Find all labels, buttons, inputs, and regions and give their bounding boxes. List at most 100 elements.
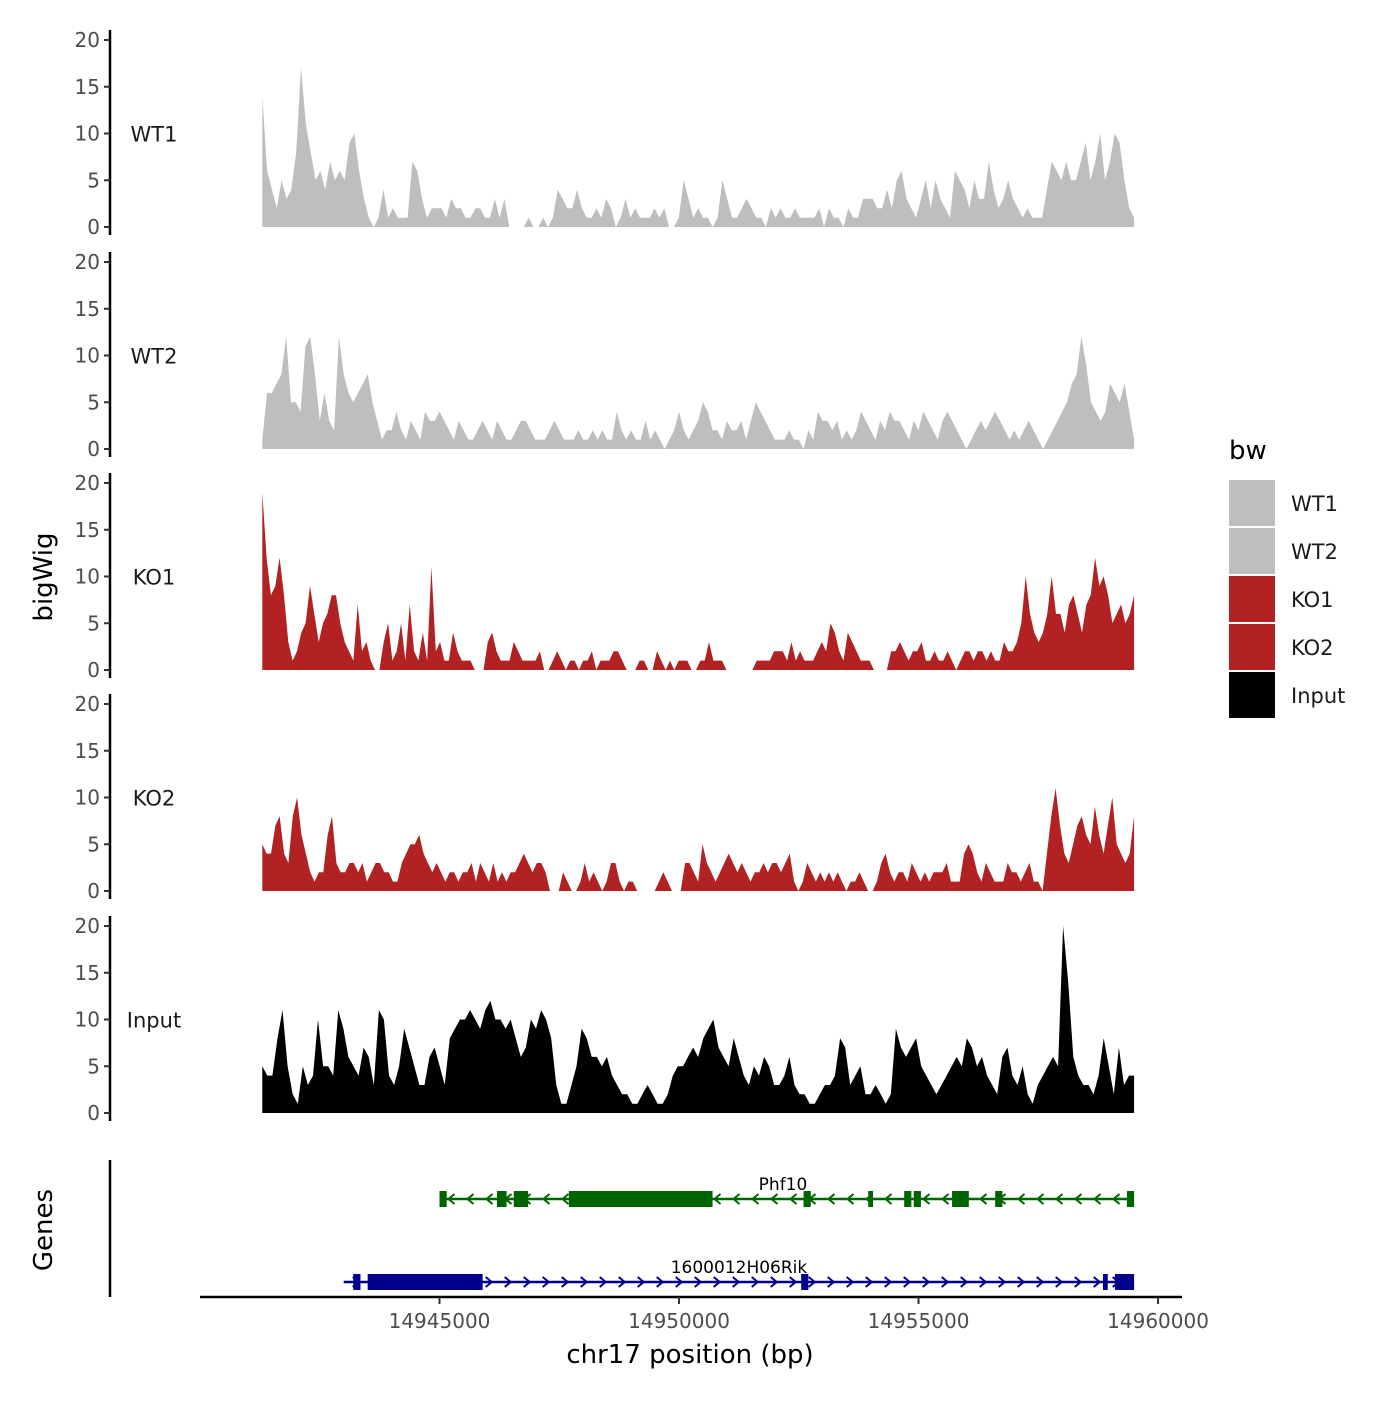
track-wt2: 0 5 10 15 20 WT2	[75, 250, 1135, 461]
strand-arrow	[998, 1276, 1007, 1288]
strand-arrow	[826, 1193, 836, 1205]
legend-key-ko1	[1229, 576, 1275, 622]
strand-arrow	[769, 1193, 779, 1205]
legend: bw WT1 WT2 KO1 KO2 Input	[1229, 436, 1345, 718]
gene-label: 1600012H06Rik	[671, 1258, 808, 1278]
legend-label-input: Input	[1291, 684, 1345, 708]
strand-arrow	[712, 1193, 722, 1205]
gene-track: Phf10 1600012H06Rik	[108, 1160, 1135, 1297]
strand-arrow	[561, 1276, 570, 1288]
y-tick-label: 5	[87, 1054, 100, 1078]
x-tick-label: 14945000	[389, 1309, 491, 1333]
strand-arrow	[446, 1193, 456, 1205]
strand-arrow	[1111, 1193, 1121, 1205]
strand-arrow	[523, 1276, 532, 1288]
strand-arrow	[1073, 1193, 1083, 1205]
y-tick-label: 20	[75, 28, 100, 52]
legend-label-ko2: KO2	[1291, 636, 1334, 660]
strand-arrow	[789, 1276, 798, 1288]
strand-arrow	[732, 1276, 741, 1288]
strand-arrow	[656, 1276, 665, 1288]
y-tick-label: 15	[75, 297, 100, 321]
gene-1600012h06rik: 1600012H06Rik	[343, 1258, 1135, 1290]
strand-arrow	[1035, 1193, 1045, 1205]
exon	[995, 1191, 1003, 1207]
strand-arrow	[1017, 1276, 1026, 1288]
genes-axis-title: Genes	[29, 1189, 59, 1271]
strand-arrow	[1092, 1193, 1102, 1205]
legend-label-wt1: WT1	[1291, 492, 1338, 516]
exon	[913, 1191, 921, 1207]
strand-arrow	[484, 1193, 494, 1205]
y-tick-label: 10	[75, 344, 100, 368]
y-tick-label: 5	[87, 390, 100, 414]
y-tick-label: 5	[87, 832, 100, 856]
strand-arrow	[941, 1276, 950, 1288]
strand-arrow	[960, 1276, 969, 1288]
strand-arrow	[1055, 1276, 1064, 1288]
y-tick-label: 20	[75, 914, 100, 938]
strand-arrow	[485, 1276, 494, 1288]
x-axis-title: chr17 position (bp)	[566, 1340, 813, 1370]
strand-arrow	[903, 1276, 912, 1288]
y-tick-label: 0	[87, 879, 100, 903]
exon	[868, 1191, 874, 1207]
area-ko1	[262, 492, 1135, 670]
legend-label-wt2: WT2	[1291, 540, 1338, 564]
strand-arrow	[750, 1193, 760, 1205]
y-tick-label: 15	[75, 961, 100, 985]
track-label: WT2	[131, 345, 178, 369]
y-tick-label: 20	[75, 250, 100, 274]
y-tick-label: 5	[87, 168, 100, 192]
exon	[904, 1191, 912, 1207]
x-tick-label: 14950000	[628, 1309, 730, 1333]
x-tick-label: 14960000	[1107, 1309, 1209, 1333]
strand-arrow	[865, 1276, 874, 1288]
strand-arrow	[788, 1193, 798, 1205]
exon	[801, 1274, 809, 1290]
strand-arrow	[560, 1193, 570, 1205]
y-tick-label: 15	[75, 518, 100, 542]
y-tick-label: 0	[87, 658, 100, 682]
y-tick-label: 15	[75, 739, 100, 763]
strand-arrow	[1054, 1193, 1064, 1205]
area-ko2	[262, 788, 1135, 891]
y-tick-label: 20	[75, 471, 100, 495]
track-input: 0 5 10 15 20 Input	[75, 914, 1135, 1125]
track-label: KO2	[133, 787, 176, 811]
strand-arrow	[1093, 1276, 1102, 1288]
track-label: WT1	[131, 123, 178, 147]
strand-arrow	[845, 1193, 855, 1205]
y-tick-label: 0	[87, 215, 100, 239]
exon	[952, 1191, 969, 1207]
gene-phf10: Phf10	[439, 1175, 1135, 1207]
strand-arrow	[504, 1276, 513, 1288]
strand-arrow	[978, 1193, 988, 1205]
y-tick-label: 0	[87, 1101, 100, 1125]
exon	[568, 1191, 713, 1207]
strand-arrow	[541, 1193, 551, 1205]
strand-arrow	[1074, 1276, 1083, 1288]
y-axis-title: bigWig	[29, 532, 59, 621]
signal-tracks: 0 5 10 15 20 WT1 0 5 10 15 20 WT2 0 5 10 15 20 KO1 0 5 10 15 2…	[75, 28, 1135, 1125]
exon	[353, 1274, 361, 1290]
exon	[513, 1191, 529, 1207]
area-wt2	[262, 336, 1135, 449]
legend-key-wt2	[1229, 528, 1275, 574]
y-tick-label: 10	[75, 122, 100, 146]
strand-arrow	[694, 1276, 703, 1288]
exon	[439, 1191, 447, 1207]
x-axis: 14945000 14950000 14955000 14960000	[200, 1295, 1209, 1333]
area-wt1	[262, 68, 1135, 227]
strand-arrow	[808, 1276, 817, 1288]
legend-key-ko2	[1229, 624, 1275, 670]
exon	[803, 1191, 811, 1207]
strand-arrow	[922, 1276, 931, 1288]
y-tick-label: 10	[75, 786, 100, 810]
legend-key-input	[1229, 672, 1275, 718]
gene-label: Phf10	[759, 1175, 808, 1195]
exon	[496, 1191, 507, 1207]
strand-arrow	[940, 1193, 950, 1205]
strand-arrow	[675, 1276, 684, 1288]
strand-arrow	[542, 1276, 551, 1288]
